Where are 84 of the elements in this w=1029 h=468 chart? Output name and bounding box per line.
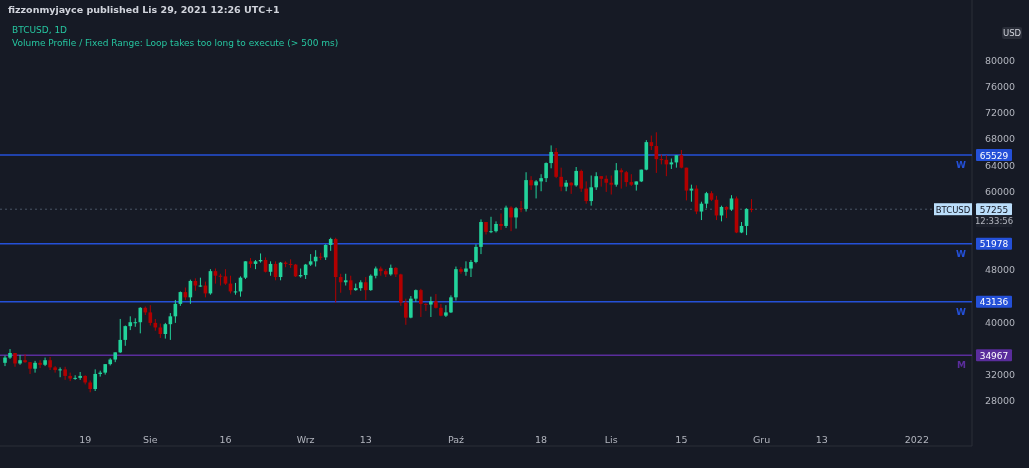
ref-line-label: 34967 (979, 350, 1009, 361)
candlestick (459, 266, 463, 275)
y-tick-label: 32000 (984, 369, 1016, 381)
candlestick (549, 144, 553, 169)
ref-line-label: 65529 (979, 150, 1009, 161)
candlestick (474, 243, 478, 264)
annotation: W (956, 248, 967, 259)
candlestick (609, 175, 614, 196)
x-tick-label: 13 (359, 434, 372, 445)
candlestick (559, 167, 563, 192)
text: Volume Profile / Fixed Range: Loop takes too long to execute (> 500 ms) (12, 38, 339, 48)
candlestick (534, 179, 538, 199)
y-tick-label: 72000 (984, 107, 1016, 119)
candlestick (489, 216, 493, 234)
candlestick (93, 368, 97, 392)
x-tick-label: 18 (535, 434, 548, 445)
candlestick (499, 213, 503, 231)
ref-line-label: 51978 (979, 239, 1009, 250)
annotation: fizzonmyjayce published Lis 29, 2021 12:26 UTC+1 (8, 4, 280, 15)
candlestick (363, 276, 368, 301)
candlestick (519, 200, 523, 213)
candlestick (464, 260, 468, 277)
candlestick (539, 173, 543, 192)
candlestick (584, 180, 589, 205)
candlestick (509, 205, 513, 232)
candlestick (138, 306, 143, 334)
candlestick (544, 161, 548, 183)
y-tick-label: 80000 (984, 54, 1016, 66)
candlestick (53, 365, 57, 374)
text: USD (1002, 28, 1022, 38)
candlestick (348, 275, 353, 296)
x-tick-label: 2022 (904, 434, 929, 445)
candlestick (444, 304, 448, 318)
annotation: W (956, 160, 967, 171)
ref-line-label: 43136 (979, 297, 1009, 308)
y-tick-label: 76000 (984, 80, 1016, 92)
x-tick-label: Wrz (296, 434, 315, 445)
x-tick-label: Paź (447, 434, 464, 445)
candlestick (504, 205, 508, 229)
y-tick-label: 28000 (984, 395, 1016, 407)
candlestick (8, 348, 12, 360)
y-tick-label: 40000 (984, 316, 1016, 328)
candlestick (23, 353, 27, 364)
y-tick-label: 68000 (984, 133, 1016, 145)
y-tick-label: 64000 (984, 159, 1016, 171)
candlestick (614, 162, 619, 188)
candlestick (18, 354, 22, 366)
candlestick (419, 288, 423, 318)
candlestick (38, 359, 42, 369)
candlestick (429, 296, 433, 318)
y-tick-label: 60000 (984, 185, 1016, 197)
candlestick (58, 366, 62, 378)
candlestick (63, 366, 67, 381)
candlestick (469, 259, 473, 278)
candlestick (579, 169, 583, 193)
text: 12:33:56 (974, 216, 1014, 227)
ref-line-label: 57255 (979, 204, 1009, 215)
x-tick-label: 19 (79, 434, 92, 445)
candlestick (434, 293, 438, 309)
x-tick-label: Gru (752, 434, 771, 445)
candlestick (619, 167, 624, 190)
candlestick (338, 273, 343, 294)
x-tick-label: Sie (143, 434, 158, 445)
x-tick-label: Lis (604, 434, 618, 445)
candlestick (33, 360, 37, 374)
annotation: BTCUSD (935, 204, 971, 215)
text: BTCUSD, 1D (12, 25, 68, 35)
annotation: W (956, 306, 967, 317)
candlestick (68, 372, 72, 382)
candlestick (118, 318, 123, 354)
x-tick-label: 13 (815, 434, 828, 445)
candlestick (529, 175, 533, 191)
candlestick (404, 298, 408, 326)
x-tick-label: 15 (675, 434, 688, 445)
annotation: M (957, 360, 967, 371)
candlestick (574, 166, 578, 188)
y-tick-label: 48000 (984, 264, 1016, 276)
candlestick (589, 175, 594, 207)
x-tick-label: 16 (219, 434, 232, 445)
candlestick (514, 206, 518, 230)
candlestick (424, 302, 428, 312)
candlestick (123, 324, 128, 347)
candlestick (3, 355, 7, 367)
candlestick (48, 356, 52, 371)
